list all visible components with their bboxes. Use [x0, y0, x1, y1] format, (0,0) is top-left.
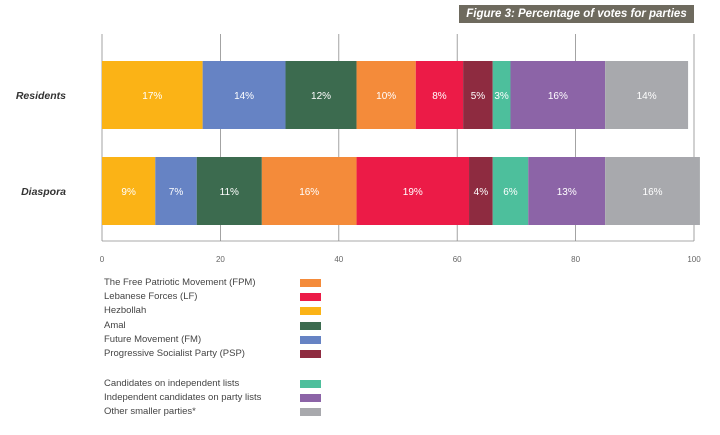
data-label: 14%: [637, 91, 657, 102]
bar-segment: [261, 157, 357, 225]
legend-swatch: [300, 394, 321, 403]
data-label: 5%: [471, 91, 486, 102]
legend-item: Future Movement (FM): [104, 333, 334, 347]
stacked-bar-chart: 0 20 40 60 80 100 Residents Diaspora 17% 14% 12% 10…: [16, 34, 701, 264]
data-label: 11%: [220, 187, 239, 198]
bar-segment: [102, 157, 156, 225]
bar-segment: [605, 157, 700, 225]
data-label: 14%: [234, 91, 254, 102]
data-label: 17%: [142, 91, 162, 102]
data-label: 8%: [432, 91, 447, 102]
data-label: 16%: [643, 187, 663, 198]
bar-segment: [155, 157, 197, 225]
legend-item: Lebanese Forces (LF): [104, 290, 334, 304]
category-label: Residents: [16, 90, 66, 102]
data-label: 16%: [299, 187, 319, 198]
x-tick-label: 80: [571, 255, 580, 264]
legend-item: Candidates on independent lists: [104, 377, 334, 391]
legend-swatch: [300, 335, 321, 344]
x-tick-label: 100: [687, 255, 701, 264]
data-label: 12%: [311, 91, 331, 102]
legend-swatch: [300, 293, 321, 302]
bar-segment: [492, 157, 529, 225]
data-label: 13%: [557, 187, 577, 198]
x-tick-label: 0: [100, 255, 105, 264]
legend-label: Independent candidates on party lists: [104, 392, 262, 404]
legend-item: Amal: [104, 319, 334, 333]
legend-swatch: [300, 380, 321, 388]
legend-swatch: [300, 408, 321, 417]
data-label: 9%: [121, 187, 136, 198]
x-tick-label: 60: [453, 255, 462, 264]
legend-label: Other smaller parties*: [104, 406, 196, 418]
legend-swatch: [300, 350, 321, 358]
bar-segment: [202, 61, 286, 129]
bar-segment: [528, 157, 606, 225]
data-label: 10%: [376, 91, 396, 102]
data-label: 4%: [474, 187, 489, 198]
category-label: Diaspora: [21, 186, 66, 198]
legend-item: The Free Patriotic Movement (FPM): [104, 276, 334, 290]
legend-item: Other smaller parties*: [104, 405, 334, 419]
legend-item: Hezbollah: [104, 304, 334, 318]
bar-segment: [463, 61, 493, 129]
bar-segment: [285, 61, 357, 129]
legend-label: Lebanese Forces (LF): [104, 291, 198, 303]
bar-segment: [356, 157, 470, 225]
legend-label: The Free Patriotic Movement (FPM): [104, 277, 256, 288]
figure-title: Figure 3: Percentage of votes for partie…: [459, 5, 694, 23]
data-label: 19%: [403, 187, 423, 198]
bar-segment: [196, 157, 262, 225]
x-tick-label: 20: [216, 255, 225, 264]
data-label: 3%: [494, 91, 509, 102]
bar-segment: [356, 61, 416, 129]
legend-item: Progressive Socialist Party (PSP): [104, 347, 334, 361]
legend-label: Amal: [104, 319, 126, 331]
data-label: 16%: [548, 91, 568, 102]
legend-item: Independent candidates on party lists: [104, 391, 334, 405]
bar-segment: [510, 61, 606, 129]
bar-segment: [492, 61, 511, 129]
legend-swatch: [300, 279, 321, 287]
bar-segment: [469, 157, 493, 225]
legend-swatch: [300, 307, 321, 316]
data-label: 6%: [503, 187, 518, 198]
bar-segment: [102, 61, 203, 129]
bar-segment: [605, 61, 689, 129]
legend-label: Hezbollah: [104, 305, 147, 317]
bar-segment: [415, 61, 464, 129]
x-tick-label: 40: [334, 255, 343, 264]
data-label: 7%: [169, 187, 184, 198]
legend-label: Progressive Socialist Party (PSP): [104, 348, 245, 359]
legend-label: Future Movement (FM): [104, 333, 202, 345]
legend-label: Candidates on independent lists: [104, 378, 240, 389]
legend-swatch: [300, 321, 321, 330]
